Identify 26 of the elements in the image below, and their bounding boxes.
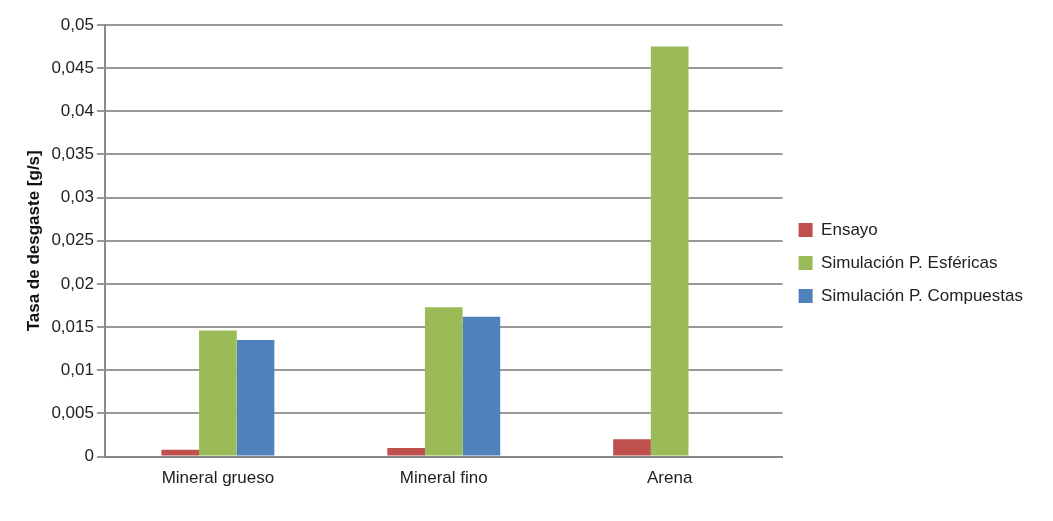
y-tick-label: 0,05 xyxy=(60,14,94,34)
bar xyxy=(462,316,501,456)
x-tick-label: Mineral grueso xyxy=(161,468,275,488)
bar xyxy=(613,439,651,456)
y-tick-label: 0,005 xyxy=(51,403,94,423)
x-tick-label: Arena xyxy=(646,468,693,488)
y-tick-label: 0,04 xyxy=(60,101,94,121)
legend-label: Simulación P. Compuestas xyxy=(821,285,1024,305)
y-tick-label: 0,01 xyxy=(60,359,94,379)
y-tick-label: 0,035 xyxy=(51,144,94,164)
y-tick-label: 0,03 xyxy=(60,187,94,207)
y-tick-label: 0,015 xyxy=(51,316,94,336)
legend-label: Simulación P. Esféricas xyxy=(821,252,998,272)
y-tick-label: 0,045 xyxy=(51,57,94,77)
bar xyxy=(236,340,275,456)
bar xyxy=(650,46,689,456)
bar xyxy=(387,447,425,456)
bar xyxy=(199,330,237,456)
y-tick-label: 0,025 xyxy=(51,230,94,250)
bar xyxy=(424,307,463,456)
x-tick-label: Mineral fino xyxy=(399,468,488,488)
y-tick-label: 0 xyxy=(84,446,94,466)
y-axis-title: Tasa de desgaste [g/s] xyxy=(23,150,43,332)
bar xyxy=(161,449,200,456)
y-tick-label: 0,02 xyxy=(60,273,94,293)
legend-label: Ensayo xyxy=(821,219,878,239)
